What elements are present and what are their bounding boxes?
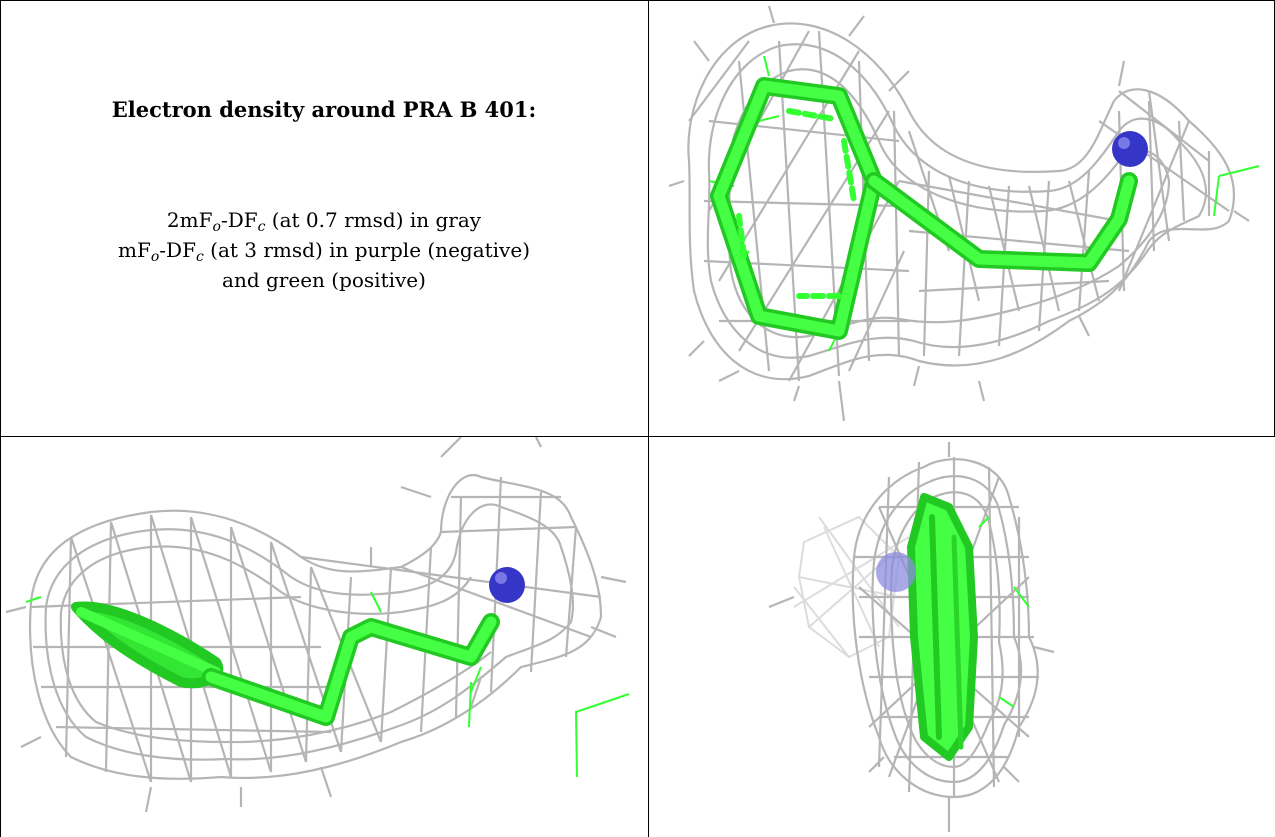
nitrogen-atom	[876, 552, 916, 592]
table-divider-vertical	[648, 0, 649, 837]
density-mesh-far	[793, 515, 910, 659]
density-mesh	[668, 5, 1250, 422]
positive-density	[918, 516, 1030, 723]
nitrogen-atom-highlight	[495, 572, 507, 584]
table-border-left	[0, 0, 1, 837]
density-image-side-view	[5, 437, 630, 813]
nitrogen-atom-highlight	[1118, 137, 1130, 149]
density-panel-side-view	[1, 437, 648, 837]
caption-legend: 2mFo-DFc (at 0.7 rmsd) in gray mFo-DFc (…	[0, 205, 648, 295]
nitrogen-atom	[1112, 131, 1148, 167]
ligand-stick-model	[907, 493, 978, 761]
density-image-end-on-view	[768, 442, 1055, 832]
caption-cell: Electron density around PRA B 401: 2mFo-…	[0, 0, 648, 436]
density-panel-end-on-view	[649, 437, 1274, 837]
caption-title: Electron density around PRA B 401:	[111, 97, 537, 122]
density-panel-top-view	[649, 1, 1274, 436]
legend-line-2: mFo-DFc (at 3 rmsd) in purple (negative)	[118, 238, 530, 265]
table-border-top	[0, 0, 1275, 1]
ligand-stick-model	[710, 77, 1138, 340]
legend-line-1: 2mFo-DFc (at 0.7 rmsd) in gray	[166, 208, 482, 235]
positive-density	[25, 591, 630, 778]
nitrogen-atom	[489, 567, 525, 603]
legend-line-3: and green (positive)	[222, 268, 426, 292]
ligand-stick-model	[71, 601, 500, 726]
density-image-top-view	[668, 5, 1260, 422]
table-divider-horizontal	[0, 436, 1275, 437]
